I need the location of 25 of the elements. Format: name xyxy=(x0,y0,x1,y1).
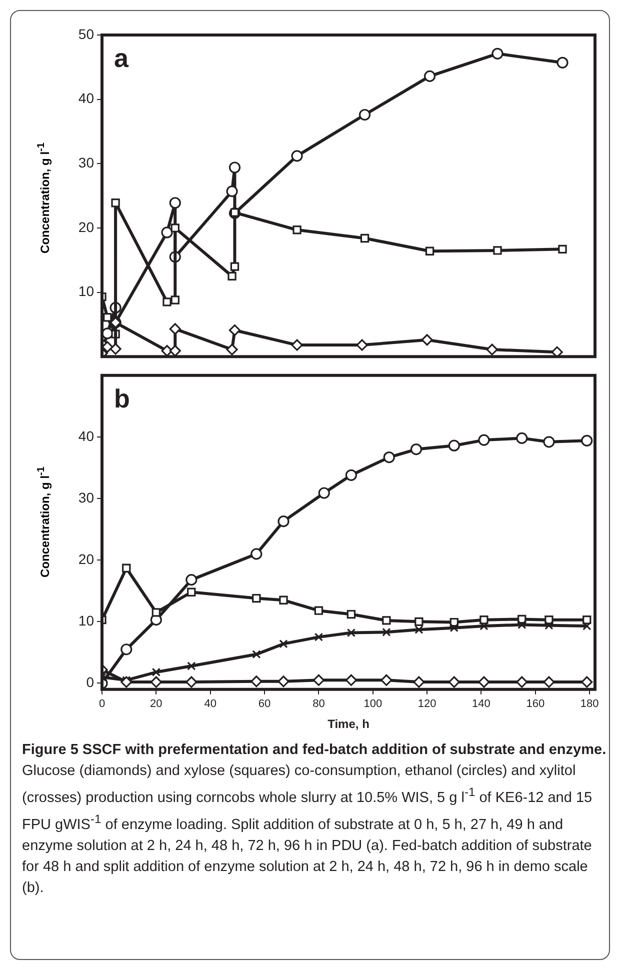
x-tick-label: 140 xyxy=(472,698,490,710)
y-tick-label: 40 xyxy=(78,428,94,444)
x-tick-label: 20 xyxy=(150,698,162,710)
y-tick-label: 20 xyxy=(78,218,94,235)
y-tick-label: 20 xyxy=(78,550,94,567)
caption: Figure 5 SSCF with prefermentation and fed-batch addition of substrate and enzyme. xyxy=(22,742,606,758)
y-tick-label: 10 xyxy=(78,612,94,629)
x-tick-label: 120 xyxy=(418,698,436,710)
chart-title: b xyxy=(114,384,130,414)
x-tick-label: 60 xyxy=(258,698,271,710)
y-tick-label: 0 xyxy=(86,674,94,690)
y-tick-label: 40 xyxy=(78,90,94,106)
y-tick-label: 50 xyxy=(78,26,94,42)
y-tick-label: 10 xyxy=(78,283,94,300)
x-tick-label: 0 xyxy=(98,698,106,710)
x-tick-label: 160 xyxy=(526,698,545,710)
x-axis-title: Time, h xyxy=(328,717,370,732)
x-tick-label: 100 xyxy=(364,698,382,710)
text: Glucose (diamonds) and xylose (squares) co-consumption, ethanol (circles) and xylitol (crosses) production using corncobs whole slurry at 10.5% WIS, 5 g l$^{-1}$ of KE6-12 and 15 FPU gWIS$^{-1}$ of enzyme loading. Split addition of substrate at 0 h, 5 h, 27 h, 49 h and enzyme solution at 2 h, 24 h, 48 h, 72 h, 96 h in PDU (a). Fed-batch addition of substrate for 48 h and split addition of enzyme solution at 2 h, 24 h, 48 h, 72 h, 96 h in demo scale (b). xyxy=(22,763,592,896)
x-tick-label: 80 xyxy=(312,698,325,710)
y-tick-label: 30 xyxy=(78,489,94,506)
y-tick-label: 30 xyxy=(78,154,94,170)
x-tick-label: 40 xyxy=(204,698,216,710)
chart-title: a xyxy=(114,43,129,74)
x-tick-label: 180 xyxy=(580,698,599,710)
